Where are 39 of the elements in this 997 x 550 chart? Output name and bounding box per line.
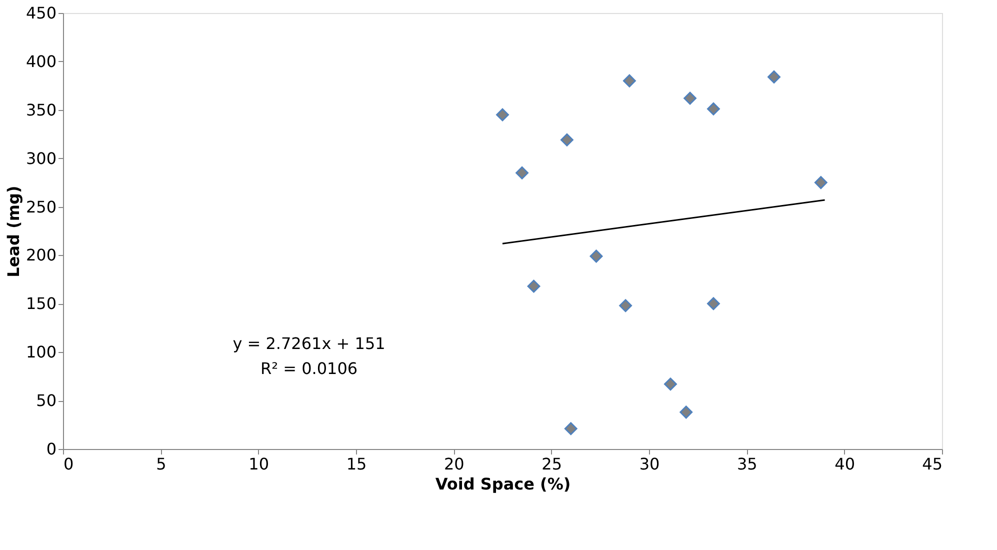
annotation: R² = 0.0106 <box>260 359 358 378</box>
x-tick-label: 0 <box>64 454 74 474</box>
x-tick-label: 40 <box>834 454 856 474</box>
point <box>768 70 780 84</box>
y-tick-label: 100 <box>26 342 56 362</box>
point <box>623 74 636 88</box>
y-tick-label: 300 <box>26 148 56 168</box>
point <box>496 108 509 122</box>
x-tick-label: 30 <box>639 454 660 474</box>
x-tick-label: 25 <box>542 454 562 474</box>
point <box>814 176 828 190</box>
y-tick-label: 350 <box>26 100 56 120</box>
point <box>560 133 574 146</box>
point <box>527 280 540 293</box>
point <box>707 297 720 310</box>
point <box>707 102 720 116</box>
x-tick-label: 10 <box>248 454 270 474</box>
x-tick-label: 5 <box>156 454 166 474</box>
annotation: y = 2.7261x + 151 <box>232 334 386 353</box>
point <box>619 299 632 312</box>
point <box>684 92 696 105</box>
y-axis-title: Lead (mg) <box>4 186 23 278</box>
y-tick-label: 50 <box>36 391 56 410</box>
point <box>590 250 603 263</box>
x-tick-label: 20 <box>444 454 464 474</box>
x-tick-label: 35 <box>736 454 758 474</box>
x-axis-title: Void Space (%) <box>435 474 571 494</box>
point <box>564 422 578 436</box>
point <box>516 166 528 180</box>
y-tick-label: 0 <box>46 440 56 458</box>
point <box>680 406 693 419</box>
y-tick-label: 200 <box>26 246 56 265</box>
y-tick-label: 450 <box>26 4 56 22</box>
y-tick-label: 150 <box>26 294 56 314</box>
x-tick-label: 15 <box>346 454 367 474</box>
y-tick-label: 250 <box>26 197 56 216</box>
y-tick-label: 400 <box>26 52 56 71</box>
x-tick-label: 45 <box>922 454 942 474</box>
point <box>664 378 677 391</box>
